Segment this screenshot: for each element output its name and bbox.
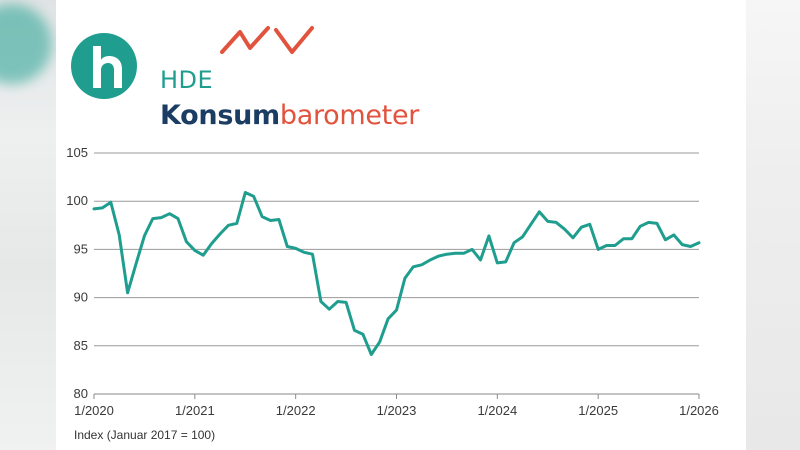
y-tick-label: 85	[74, 338, 88, 353]
background-blur-right	[746, 0, 800, 450]
series-line	[92, 191, 701, 356]
y-tick-label: 80	[74, 386, 88, 401]
x-tick-label: 1/2024	[477, 403, 517, 418]
hde-logo: HDE Konsumbarometer	[66, 26, 486, 131]
zigzag-icon	[220, 26, 314, 54]
x-tick-label: 1/2026	[679, 403, 719, 418]
index-note: Index (Januar 2017 = 100)	[74, 428, 216, 442]
logo-barometer: barometer	[279, 100, 420, 131]
y-tick-label: 90	[74, 290, 88, 305]
x-tick-label: 1/2023	[377, 403, 417, 418]
hde-h-icon	[71, 33, 137, 99]
y-tick-label: 105	[66, 145, 88, 160]
x-tick-label: 1/2020	[74, 403, 114, 418]
x-tick-label: 1/2022	[276, 403, 316, 418]
logo-konsum: Konsum	[160, 100, 280, 131]
x-tick-label: 1/2025	[578, 403, 618, 418]
chart-card: HDE Konsumbarometer 80 85 90 95 100 105 1/2020…	[56, 0, 746, 450]
x-tick-label: 1/2021	[175, 403, 215, 418]
logo-konsumbarometer-text: Konsumbarometer	[160, 100, 419, 131]
line-chart: 80 85 90 95 100 105 1/2020 1/2021 1/2022 1/2023 1/…	[66, 145, 719, 418]
background-blob	[0, 4, 52, 84]
background-blur-left	[0, 0, 56, 450]
logo-hde-text: HDE	[160, 66, 214, 94]
y-tick-label: 95	[74, 241, 88, 256]
y-tick-label: 100	[66, 193, 88, 208]
